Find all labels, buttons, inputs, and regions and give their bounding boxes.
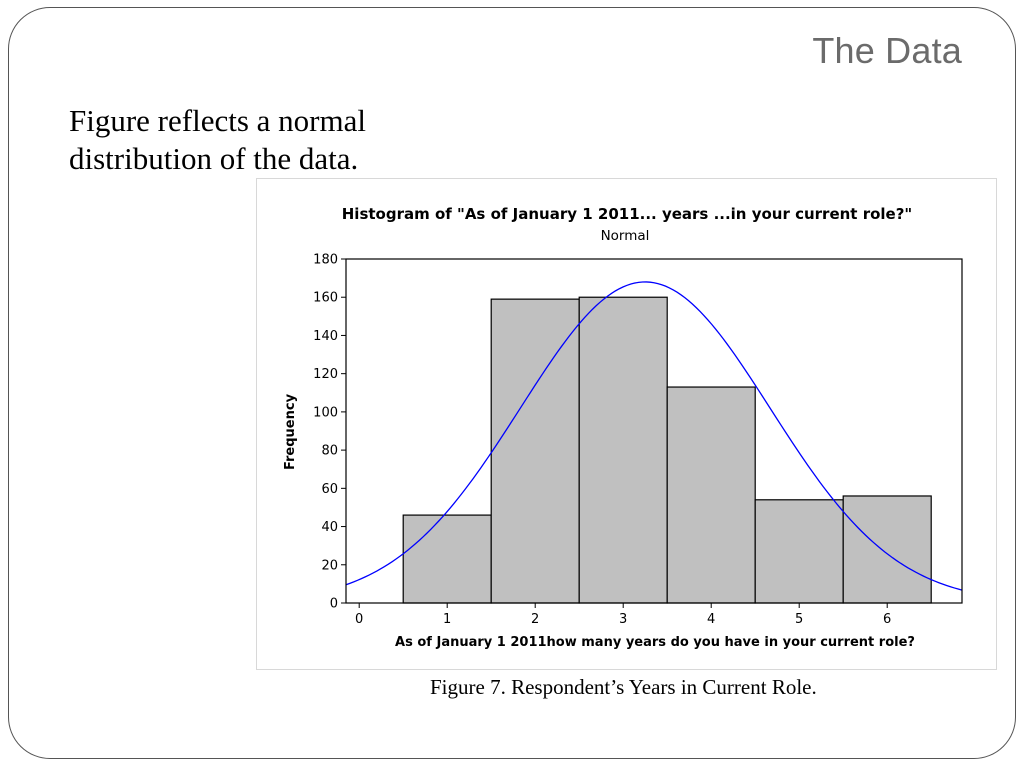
y-tick-label: 140 bbox=[313, 329, 338, 344]
slide-title: The Data bbox=[812, 30, 962, 71]
histogram-bar-2 bbox=[490, 298, 580, 604]
x-tick-label: 1 bbox=[443, 612, 451, 627]
chart-title: Histogram of "As of January 1 2011... ye… bbox=[342, 205, 912, 223]
x-tick-label: 2 bbox=[531, 612, 539, 627]
histogram-bar-1 bbox=[402, 514, 492, 604]
x-tick-label: 5 bbox=[795, 612, 803, 627]
histogram-bar-3 bbox=[578, 296, 668, 604]
normal-curve bbox=[345, 281, 963, 591]
x-axis-label: As of January 1 2011how many years do yo… bbox=[395, 635, 915, 650]
histogram-bar-6 bbox=[842, 495, 932, 604]
body-text: Figure reflects a normal distribution of… bbox=[69, 103, 366, 176]
histogram-chart: Histogram of "As of January 1 2011... ye… bbox=[283, 205, 963, 650]
y-axis-label: Frequency bbox=[283, 393, 298, 470]
y-tick-label: 40 bbox=[321, 520, 338, 535]
figure-caption: Figure 7. Respondent’s Years in Current … bbox=[430, 675, 817, 699]
curve-layer bbox=[345, 281, 963, 591]
y-tick-label: 180 bbox=[313, 253, 338, 268]
y-tick-label: 0 bbox=[330, 597, 338, 612]
plot-frame bbox=[345, 258, 963, 604]
y-tick-label: 20 bbox=[321, 558, 338, 573]
y-tick-label: 80 bbox=[321, 444, 338, 459]
chart-subtitle: Normal bbox=[601, 228, 650, 244]
histogram-bar-4 bbox=[666, 386, 756, 604]
y-tick-label: 160 bbox=[313, 291, 338, 306]
y-tick-label: 60 bbox=[321, 482, 338, 497]
x-tick-label: 0 bbox=[355, 612, 363, 627]
y-tick-label: 120 bbox=[313, 367, 338, 382]
x-tick-label: 6 bbox=[883, 612, 891, 627]
chart-panel: Histogram of "As of January 1 2011... ye… bbox=[256, 178, 997, 670]
bars-layer bbox=[402, 296, 932, 604]
histogram-bar-5 bbox=[754, 499, 844, 604]
x-tick-label: 4 bbox=[707, 612, 715, 627]
y-tick-label: 100 bbox=[313, 405, 338, 420]
axis-layer: 0 20 40 60 80 100 120 140 160 180 0 1 2 3 4 5 6 bbox=[313, 253, 891, 628]
x-tick-label: 3 bbox=[619, 612, 627, 627]
